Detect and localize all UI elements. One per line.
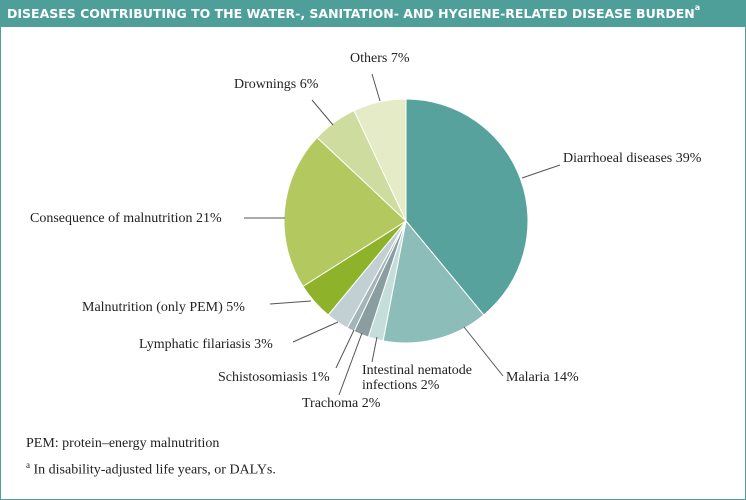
leader-line-9 (311, 99, 334, 126)
leader-line-6 (292, 321, 339, 343)
leader-line-4 (338, 332, 363, 396)
slice-label-1: Diarrhoeal diseases 39% (563, 151, 702, 166)
footnote-pem: PEM: protein–energy malnutrition (26, 436, 220, 451)
chart-title: DISEASES CONTRIBUTING TO THE WATER-, SAN… (1, 1, 745, 27)
slice-label-3: Intestinal nematode infections 2% (362, 363, 472, 393)
title-footnote-marker: a (694, 3, 701, 12)
pie-slice-8 (283, 136, 407, 288)
slice-label-2: Malaria 14% (506, 370, 579, 385)
leader-line-2 (463, 326, 504, 377)
slice-label-5: Schistosomiasis 1% (218, 370, 330, 385)
leader-line-7 (269, 300, 312, 305)
slice-label-7: Malnutrition (only PEM) 5% (82, 300, 245, 315)
leader-line-10 (371, 73, 381, 102)
chart-title-text: DISEASES CONTRIBUTING TO THE WATER-, SAN… (7, 6, 695, 21)
leader-line-1 (521, 164, 561, 179)
slice-label-4: Trachoma 2% (302, 396, 381, 411)
pie-slice-2 (382, 219, 485, 344)
pie-slice-10 (353, 98, 407, 222)
leader-line-5 (335, 329, 355, 369)
slice-label-8: Consequence of malnutrition 21% (30, 211, 222, 226)
slice-label-9: Drownings 6% (234, 77, 319, 92)
slice-label-10: Others 7% (350, 51, 410, 66)
footnote-daly: a In disability-adjusted life years, or … (26, 460, 276, 479)
footnote-marker: a (26, 460, 30, 470)
footnote-daly-text: In disability-adjusted life years, or DA… (33, 462, 276, 478)
leader-line-3 (371, 336, 378, 363)
pie-slice-1 (405, 98, 529, 316)
slice-label-6: Lymphatic filariasis 3% (139, 337, 273, 352)
